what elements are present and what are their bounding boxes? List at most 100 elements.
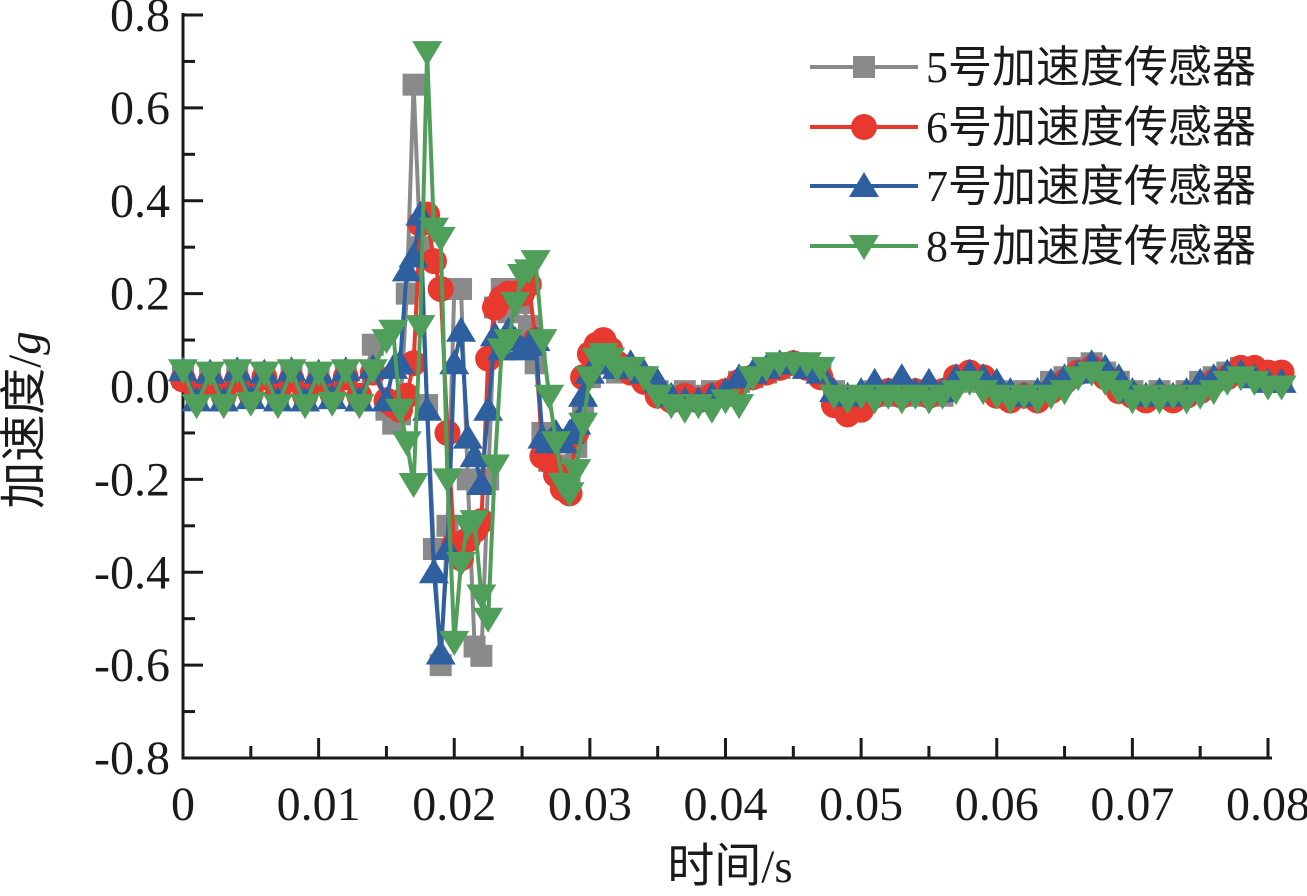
marker-sensor-8: [1049, 380, 1080, 406]
marker-sensor-7: [425, 639, 456, 665]
y-tick-label: -0.2: [94, 453, 170, 506]
marker-sensor-8: [724, 394, 755, 420]
marker-sensor-8: [1076, 361, 1107, 387]
y-tick-label: -0.6: [94, 639, 170, 692]
series-group: [168, 41, 1297, 677]
y-tick-label: -0.4: [94, 546, 170, 599]
marker-sensor-8: [629, 366, 660, 392]
y-axis-label-text: 加速度/: [0, 354, 51, 509]
x-tick-label: 0.08: [1226, 778, 1307, 831]
legend-marker-sensor-8: [849, 235, 879, 260]
marker-sensor-8: [412, 41, 443, 67]
marker-sensor-8: [527, 329, 558, 355]
marker-sensor-8: [1090, 370, 1121, 396]
marker-sensor-8: [520, 250, 551, 276]
marker-sensor-8: [534, 384, 565, 410]
marker-sensor-8: [561, 459, 592, 485]
legend-marker-sensor-6: [851, 114, 877, 140]
marker-sensor-5: [402, 73, 425, 96]
legend-entry-sensor-8: 8号加速度传感器: [810, 222, 1256, 271]
marker-sensor-8: [479, 454, 510, 480]
marker-sensor-5: [450, 277, 473, 300]
y-axis-label-unit: g: [0, 331, 51, 355]
marker-sensor-8: [262, 394, 293, 420]
x-tick-label: 0.05: [819, 778, 903, 831]
legend-marker-sensor-5: [853, 56, 875, 78]
marker-sensor-7: [412, 395, 443, 421]
marker-sensor-8: [696, 398, 727, 424]
marker-sensor-8: [540, 431, 571, 457]
marker-sensor-7: [452, 423, 483, 449]
marker-sensor-8: [276, 359, 307, 385]
marker-sensor-8: [344, 394, 375, 420]
marker-sensor-8: [330, 359, 361, 385]
marker-sensor-8: [642, 384, 673, 410]
marker-sensor-7: [473, 395, 504, 421]
marker-sensor-8: [385, 398, 415, 424]
marker-sensor-7: [391, 256, 422, 282]
marker-sensor-8: [317, 391, 348, 417]
marker-sensor-7: [385, 349, 415, 375]
legend-label-sensor-5: 5号加速度传感器: [926, 43, 1256, 92]
series-line-sensor-7: [181, 212, 1284, 656]
x-axis-label: 时间/s: [667, 841, 792, 893]
x-tick-label: 0.07: [1090, 778, 1174, 831]
y-tick-label: 0.2: [110, 268, 170, 321]
marker-sensor-5: [470, 644, 493, 667]
marker-sensor-8: [500, 291, 531, 317]
legend-label-sensor-6: 6号加速度传感器: [926, 103, 1256, 152]
marker-sensor-8: [1103, 380, 1134, 406]
marker-sensor-8: [574, 366, 605, 392]
marker-sensor-7: [418, 558, 449, 584]
tick-labels: 0 0.01 0.02 0.03 0.04 0.05 0.06 0.07 0.08 0.8 0.6 0…: [94, 0, 1307, 831]
marker-sensor-8: [446, 551, 477, 577]
marker-sensor-8: [168, 359, 198, 385]
marker-sensor-8: [405, 315, 436, 341]
marker-sensor-8: [615, 356, 646, 382]
marker-sensor-8: [378, 319, 409, 345]
marker-sensor-8: [954, 370, 985, 396]
marker-sensor-7: [886, 363, 917, 389]
y-tick-label: -0.8: [94, 732, 170, 785]
marker-sensor-8: [398, 473, 429, 499]
marker-sensor-8: [439, 630, 470, 656]
legend-entry-sensor-5: 5号加速度传感器: [810, 43, 1256, 92]
marker-sensor-7: [568, 381, 599, 407]
marker-sensor-8: [466, 584, 497, 610]
marker-sensor-8: [425, 226, 456, 252]
marker-sensor-8: [568, 412, 599, 438]
marker-sensor-8: [1266, 375, 1297, 401]
marker-sensor-8: [493, 329, 524, 355]
x-tick-label: 0.06: [955, 778, 1039, 831]
legend-marker-sensor-7: [849, 172, 879, 197]
marker-sensor-7: [439, 349, 470, 375]
marker-sensor-8: [290, 394, 321, 420]
y-tick-label: 0.0: [110, 361, 170, 414]
legend-entry-sensor-7: 7号加速度传感器: [810, 162, 1256, 211]
marker-sensor-8: [554, 482, 585, 508]
legend-label-sensor-7: 7号加速度传感器: [926, 162, 1256, 211]
marker-sensor-8: [432, 468, 463, 494]
marker-sensor-7: [446, 316, 477, 342]
x-tick-label: 0.03: [548, 778, 632, 831]
y-axis-label: 加速度/g: [0, 331, 51, 509]
marker-sensor-8: [459, 510, 490, 536]
y-tick-label: 0.4: [110, 175, 170, 228]
marker-sensor-8: [805, 356, 836, 382]
x-tick-label: 0.01: [277, 778, 361, 831]
marker-sensor-8: [941, 380, 972, 406]
legend: 5号加速度传感器 6号加速度传感器 7号加速度传感器 8号加速度传感器: [810, 43, 1256, 271]
y-tick-label: 0.6: [110, 82, 170, 135]
x-tick-label: 0.02: [412, 778, 496, 831]
marker-sensor-8: [195, 361, 226, 387]
marker-sensor-8: [473, 607, 504, 633]
legend-label-sensor-8: 8号加速度传感器: [926, 222, 1256, 271]
x-tick-label: 0.04: [684, 778, 768, 831]
x-tick-label: 0: [171, 778, 195, 831]
marker-sensor-8: [391, 431, 422, 457]
y-tick-label: 0.8: [110, 0, 170, 42]
marker-sensor-8: [222, 359, 253, 385]
marker-sensor-7: [466, 470, 497, 496]
